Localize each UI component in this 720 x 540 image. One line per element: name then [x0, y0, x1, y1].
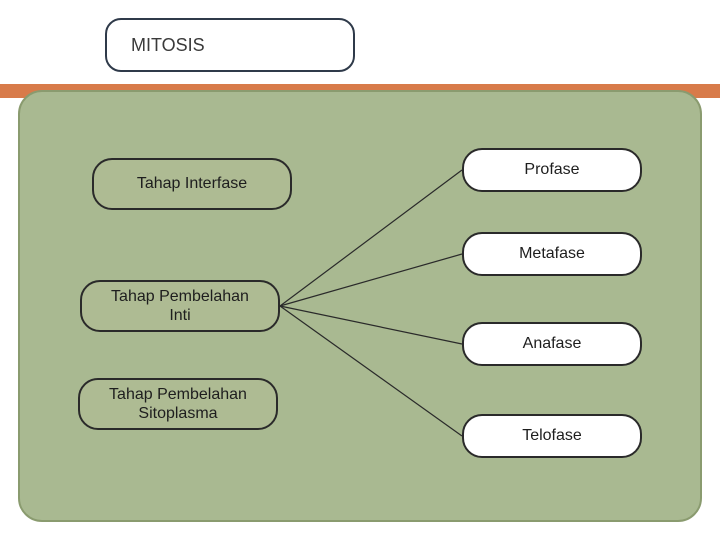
node-label: Metafase — [519, 244, 585, 263]
node-anafase: Anafase — [462, 322, 642, 366]
node-label: Anafase — [523, 334, 582, 353]
node-label: Tahap Pembelahan Sitoplasma — [109, 385, 247, 423]
node-label: Profase — [524, 160, 579, 179]
node-profase: Profase — [462, 148, 642, 192]
node-pembelahan-sitoplasma: Tahap Pembelahan Sitoplasma — [78, 378, 278, 430]
node-label: Tahap Pembelahan Inti — [111, 287, 249, 325]
node-interfase: Tahap Interfase — [92, 158, 292, 210]
node-label: Telofase — [522, 426, 582, 445]
title-box: MITOSIS — [105, 18, 355, 72]
title-text: MITOSIS — [131, 35, 205, 56]
node-telofase: Telofase — [462, 414, 642, 458]
node-metafase: Metafase — [462, 232, 642, 276]
node-pembelahan-inti: Tahap Pembelahan Inti — [80, 280, 280, 332]
node-label: Tahap Interfase — [137, 174, 247, 193]
